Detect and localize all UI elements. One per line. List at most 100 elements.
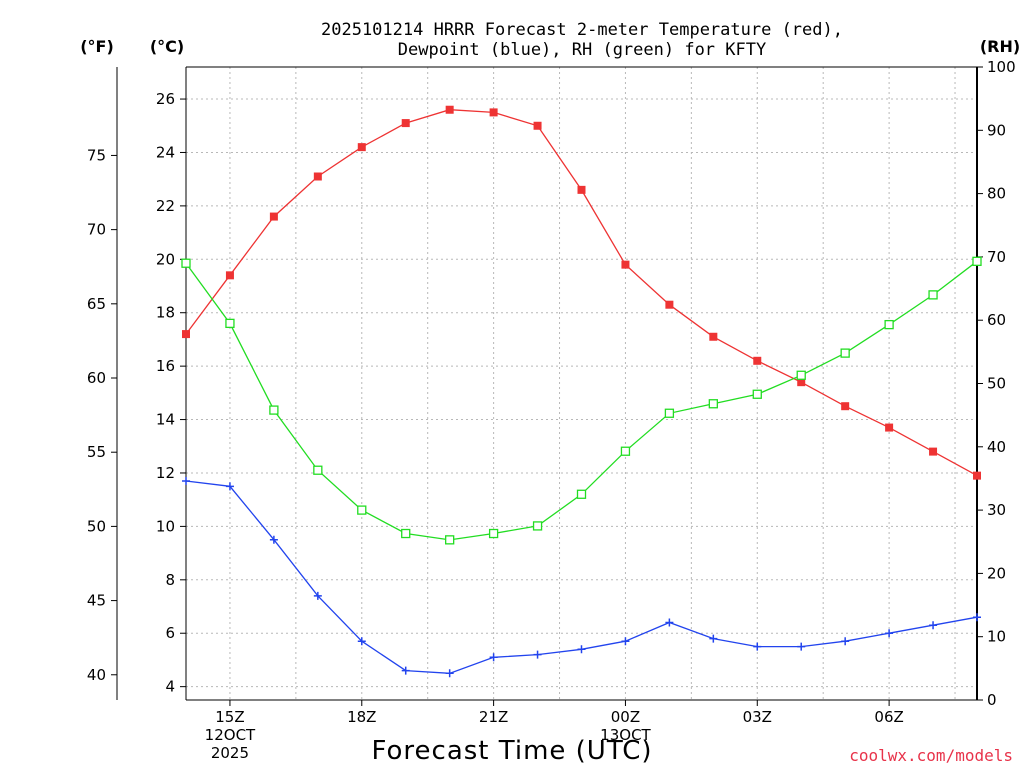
celsius-tick-label: 8	[165, 571, 175, 589]
dewpoint-point	[973, 613, 981, 622]
celsius-tick-label: 14	[156, 411, 175, 429]
rh-tick-label: 20	[987, 564, 1006, 582]
temperature-point	[225, 271, 234, 280]
celsius-tick-label: 22	[156, 197, 175, 215]
dewpoint-point	[841, 637, 850, 646]
rh-point	[752, 389, 762, 399]
celsius-tick-label: 10	[156, 517, 175, 535]
x-tick-label: 18Z	[347, 708, 376, 726]
fahrenheit-tick-label: 70	[87, 221, 106, 239]
dewpoint-point	[577, 645, 586, 654]
dewpoint-point	[401, 666, 410, 675]
fahrenheit-tick-label: 60	[87, 369, 106, 387]
rh-point	[488, 528, 499, 539]
rh-tick-label: 10	[987, 628, 1006, 646]
x-tick-label: 06Z	[874, 708, 903, 726]
temperature-point	[621, 260, 630, 269]
dewpoint-point	[445, 669, 454, 678]
celsius-tick-label: 20	[156, 250, 175, 268]
rh-point	[708, 399, 718, 409]
fahrenheit-tick-label: 75	[87, 146, 106, 164]
rh-tick-label: 90	[987, 121, 1006, 139]
x-tick-label: 13OCT	[600, 726, 651, 744]
temperature-point	[533, 121, 542, 130]
source-credit: coolwx.com/models	[849, 746, 1013, 765]
fahrenheit-tick-label: 45	[87, 592, 106, 610]
celsius-tick-label: 16	[156, 357, 175, 375]
tick-labels: 4 6 8 10 12 14 16 18 20 22 24 26 40 45 50 55 60 65 70 75 0 10…	[87, 58, 1016, 762]
temperature-point	[357, 143, 366, 152]
rh-point	[972, 256, 982, 266]
celsius-tick-label: 12	[156, 464, 175, 482]
fahrenheit-tick-label: 65	[87, 295, 106, 313]
dewpoint-point	[709, 634, 718, 643]
rh-tick-label: 40	[987, 438, 1006, 456]
data-series	[181, 105, 982, 678]
x-tick-label: 21Z	[479, 708, 508, 726]
x-tick-label: 03Z	[743, 708, 772, 726]
dewpoint-point	[753, 642, 762, 651]
temperature-point	[973, 471, 981, 480]
fahrenheit-tick-label: 50	[87, 517, 106, 535]
rh-point	[840, 348, 850, 358]
rh-tick-label: 50	[987, 375, 1006, 393]
rh-point	[796, 370, 806, 380]
rh-tick-label: 30	[987, 501, 1006, 519]
temperature-point	[841, 402, 850, 411]
temperature-point	[489, 108, 498, 117]
rh-tick-label: 70	[987, 248, 1006, 266]
dewpoint-point	[313, 591, 322, 600]
x-tick-label: 00Z	[611, 708, 640, 726]
rh-point	[181, 258, 191, 268]
rh-axis-label: (RH)	[980, 37, 1020, 56]
celsius-tick-label: 6	[165, 624, 175, 642]
dewpoint-point	[357, 637, 366, 646]
rh-point	[928, 290, 938, 300]
temperature-line	[185, 109, 978, 477]
dewpoint-point	[489, 653, 498, 662]
celsius-axis-label: (°C)	[150, 37, 184, 56]
temperature-point	[269, 212, 278, 221]
rh-point	[313, 465, 323, 475]
dewpoint-point	[269, 535, 278, 544]
rh-point	[532, 521, 543, 531]
dewpoint-point	[621, 637, 630, 646]
rh-tick-label: 80	[987, 185, 1006, 203]
rh-point	[620, 446, 631, 456]
x-axis-title: Forecast Time (UTC)	[371, 736, 652, 766]
temperature-point	[577, 185, 586, 194]
gridlines	[186, 67, 977, 700]
dewpoint-point	[182, 476, 190, 485]
rh-point	[576, 489, 587, 499]
dewpoint-point	[533, 650, 542, 659]
rh-tick-label: 100	[987, 58, 1016, 76]
dewpoint-point	[797, 642, 806, 651]
celsius-tick-label: 4	[165, 678, 175, 696]
dewpoint-point	[225, 482, 234, 491]
temperature-point	[929, 447, 938, 456]
temperature-point	[665, 300, 674, 309]
rh-tick-label: 60	[987, 311, 1006, 329]
fahrenheit-tick-label: 55	[87, 443, 106, 461]
temperature-point	[797, 378, 806, 387]
fahrenheit-tick-label: 40	[87, 666, 106, 684]
temperature-point	[313, 172, 322, 181]
rh-point	[401, 528, 411, 539]
temperature-point	[885, 423, 894, 432]
celsius-tick-label: 26	[156, 90, 175, 108]
celsius-tick-label: 18	[156, 304, 175, 322]
fahrenheit-axis-label: (°F)	[80, 37, 114, 56]
rh-tick-label: 0	[987, 691, 997, 709]
x-tick-label: 12OCT	[205, 726, 256, 744]
temperature-point	[182, 330, 190, 339]
dewpoint-point	[885, 629, 894, 638]
rh-point	[269, 405, 279, 415]
temperature-point	[445, 105, 454, 114]
rh-point	[357, 505, 367, 515]
chart-title: 2025101214 HRRR Forecast 2-meter Tempera…	[321, 20, 843, 60]
chart-title-line-1: 2025101214 HRRR Forecast 2-meter Tempera…	[321, 20, 843, 40]
dewpoint-point	[929, 621, 938, 630]
temperature-point	[401, 119, 410, 128]
x-tick-label: 2025	[211, 744, 249, 762]
